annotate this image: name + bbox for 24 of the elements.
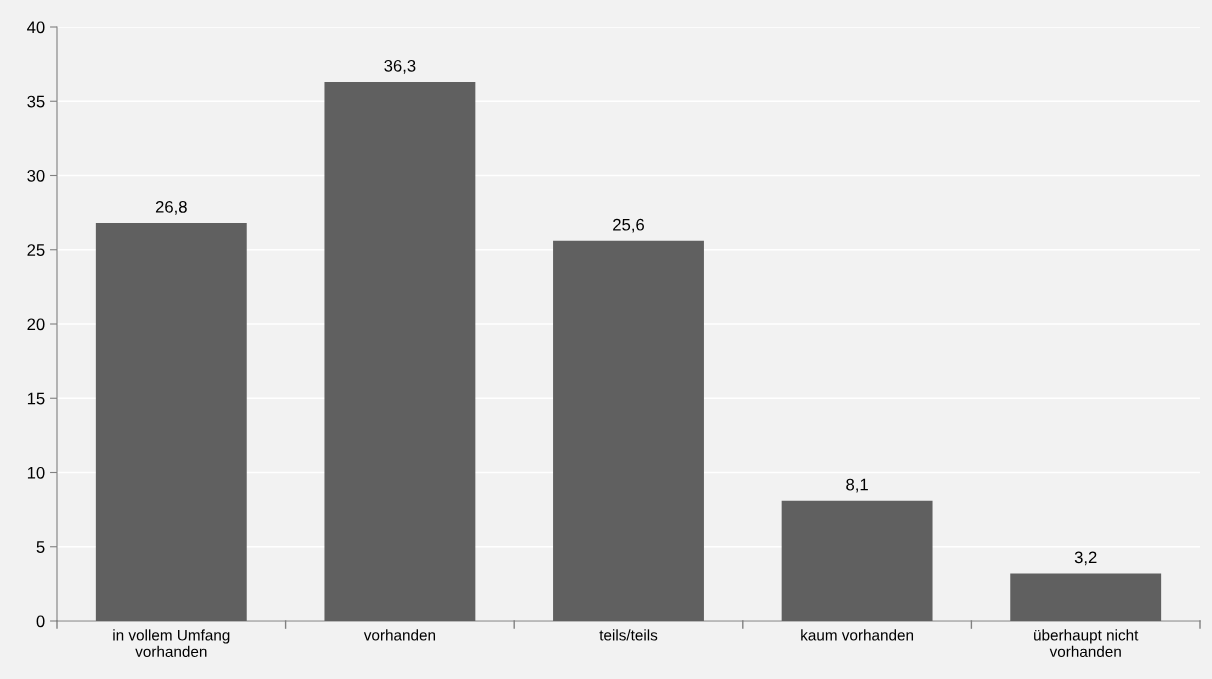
x-tick-label: teils/teils — [599, 629, 658, 641]
bar — [95, 223, 247, 621]
data-label: 8,1 — [846, 478, 868, 493]
data-label: 25,6 — [613, 218, 644, 233]
x-tick-label: in vollem Umfang vorhanden — [113, 629, 230, 658]
y-tick-label: 5 — [36, 541, 45, 553]
y-tick-label: 40 — [27, 21, 45, 34]
y-tick-label: 15 — [27, 392, 45, 405]
y-tick-label: 30 — [27, 169, 45, 182]
y-tick-label: 20 — [27, 318, 45, 331]
y-tick-label: 35 — [27, 95, 45, 108]
data-label: 3,2 — [1074, 551, 1097, 566]
x-tick-label: überhaupt nicht vorhanden — [1034, 629, 1139, 658]
x-tick-label: kaum vorhanden — [801, 629, 914, 641]
bar — [553, 240, 704, 621]
bar — [1010, 573, 1162, 621]
bar — [781, 500, 933, 621]
y-tick-label: 25 — [27, 244, 45, 256]
data-label: 26,8 — [155, 200, 187, 215]
y-tick-label: 10 — [27, 466, 45, 479]
bar — [324, 81, 476, 621]
data-label: 36,3 — [384, 59, 416, 74]
y-tick-label: 0 — [36, 615, 45, 628]
x-tick-label: vorhanden — [363, 629, 436, 641]
